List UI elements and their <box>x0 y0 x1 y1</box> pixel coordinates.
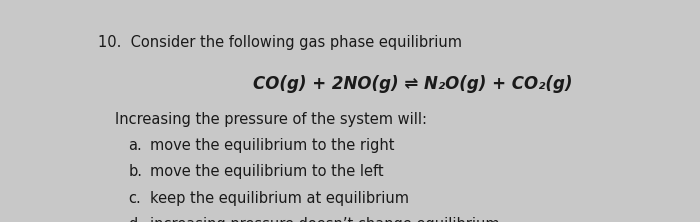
Text: c.: c. <box>128 191 141 206</box>
Text: Increasing the pressure of the system will:: Increasing the pressure of the system wi… <box>115 112 426 127</box>
Text: CO(g) + 2NO(g) ⇌ N₂O(g) + CO₂(g): CO(g) + 2NO(g) ⇌ N₂O(g) + CO₂(g) <box>253 75 573 93</box>
Text: increasing pressure doesn’t change equilibrium: increasing pressure doesn’t change equil… <box>150 217 500 222</box>
Text: move the equilibrium to the right: move the equilibrium to the right <box>150 138 394 153</box>
Text: 10.  Consider the following gas phase equilibrium: 10. Consider the following gas phase equ… <box>98 35 463 50</box>
Text: move the equilibrium to the left: move the equilibrium to the left <box>150 164 384 179</box>
Text: b.: b. <box>128 164 142 179</box>
Text: keep the equilibrium at equilibrium: keep the equilibrium at equilibrium <box>150 191 409 206</box>
Text: d.: d. <box>128 217 142 222</box>
Text: a.: a. <box>128 138 142 153</box>
